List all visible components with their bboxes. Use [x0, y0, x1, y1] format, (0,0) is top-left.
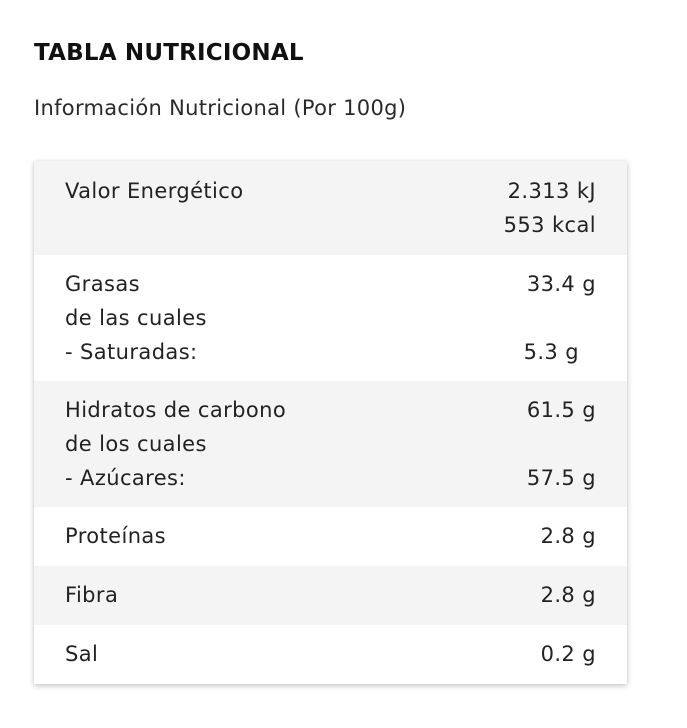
nutrition-subvalue: 5.3 g: [524, 335, 579, 369]
label-line: de los cuales: [65, 432, 207, 456]
label-line: - Saturadas:: [65, 340, 198, 364]
value-line: 5.3 g: [523, 340, 579, 364]
label-line: Fibra: [65, 583, 119, 607]
value-line: 0.2 g: [540, 642, 596, 666]
nutrition-row-carbs: Hidratos de carbono de los cuales - Azúc…: [34, 381, 627, 507]
nutrition-value: 2.313 kJ 553 kcal: [504, 174, 596, 242]
label-line: Proteínas: [65, 524, 167, 548]
nutrition-label: Sal: [65, 637, 98, 671]
nutrition-value: 61.5 g: [527, 393, 596, 427]
nutrition-row-fiber: Fibra 2.8 g: [34, 566, 627, 625]
value-line: 33.4 g: [526, 272, 596, 296]
nutrition-label: Hidratos de carbono de los cuales - Azúc…: [65, 393, 286, 495]
label-line: de las cuales: [65, 306, 207, 330]
value-line: 553 kcal: [503, 213, 596, 237]
nutrition-label: Proteínas: [65, 519, 166, 553]
label-line: Grasas: [65, 272, 140, 296]
nutrition-row-fats: Grasas de las cuales - Saturadas: 33.4 g…: [34, 255, 627, 381]
value-line: 61.5 g: [526, 398, 596, 422]
label-line: - Azúcares:: [65, 466, 186, 490]
nutrition-value: 2.8 g: [541, 519, 596, 553]
nutrition-label: Fibra: [65, 578, 118, 612]
label-line: Hidratos de carbono: [65, 398, 287, 422]
nutrition-label: Valor Energético: [65, 174, 243, 208]
nutrition-subvalue: 57.5 g: [527, 461, 596, 495]
label-line: Sal: [65, 642, 99, 666]
value-line: 2.8 g: [540, 583, 596, 607]
value-line: 57.5 g: [526, 466, 596, 490]
page-subtitle: Información Nutricional (Por 100g): [34, 96, 407, 120]
nutrition-value: 2.8 g: [541, 578, 596, 612]
nutrition-table: Valor Energético 2.313 kJ 553 kcal Grasa…: [34, 161, 627, 684]
nutrition-row-proteins: Proteínas 2.8 g: [34, 507, 627, 566]
nutrition-label: Grasas de las cuales - Saturadas:: [65, 267, 207, 369]
value-line: 2.313 kJ: [507, 179, 596, 203]
nutrition-row-energy: Valor Energético 2.313 kJ 553 kcal: [34, 161, 627, 255]
label-line: Valor Energético: [65, 179, 244, 203]
nutrition-row-salt: Sal 0.2 g: [34, 625, 627, 684]
page-title: TABLA NUTRICIONAL: [34, 40, 304, 66]
value-line: 2.8 g: [540, 524, 596, 548]
nutrition-value: 33.4 g: [527, 267, 596, 301]
nutrition-value: 0.2 g: [541, 637, 596, 671]
